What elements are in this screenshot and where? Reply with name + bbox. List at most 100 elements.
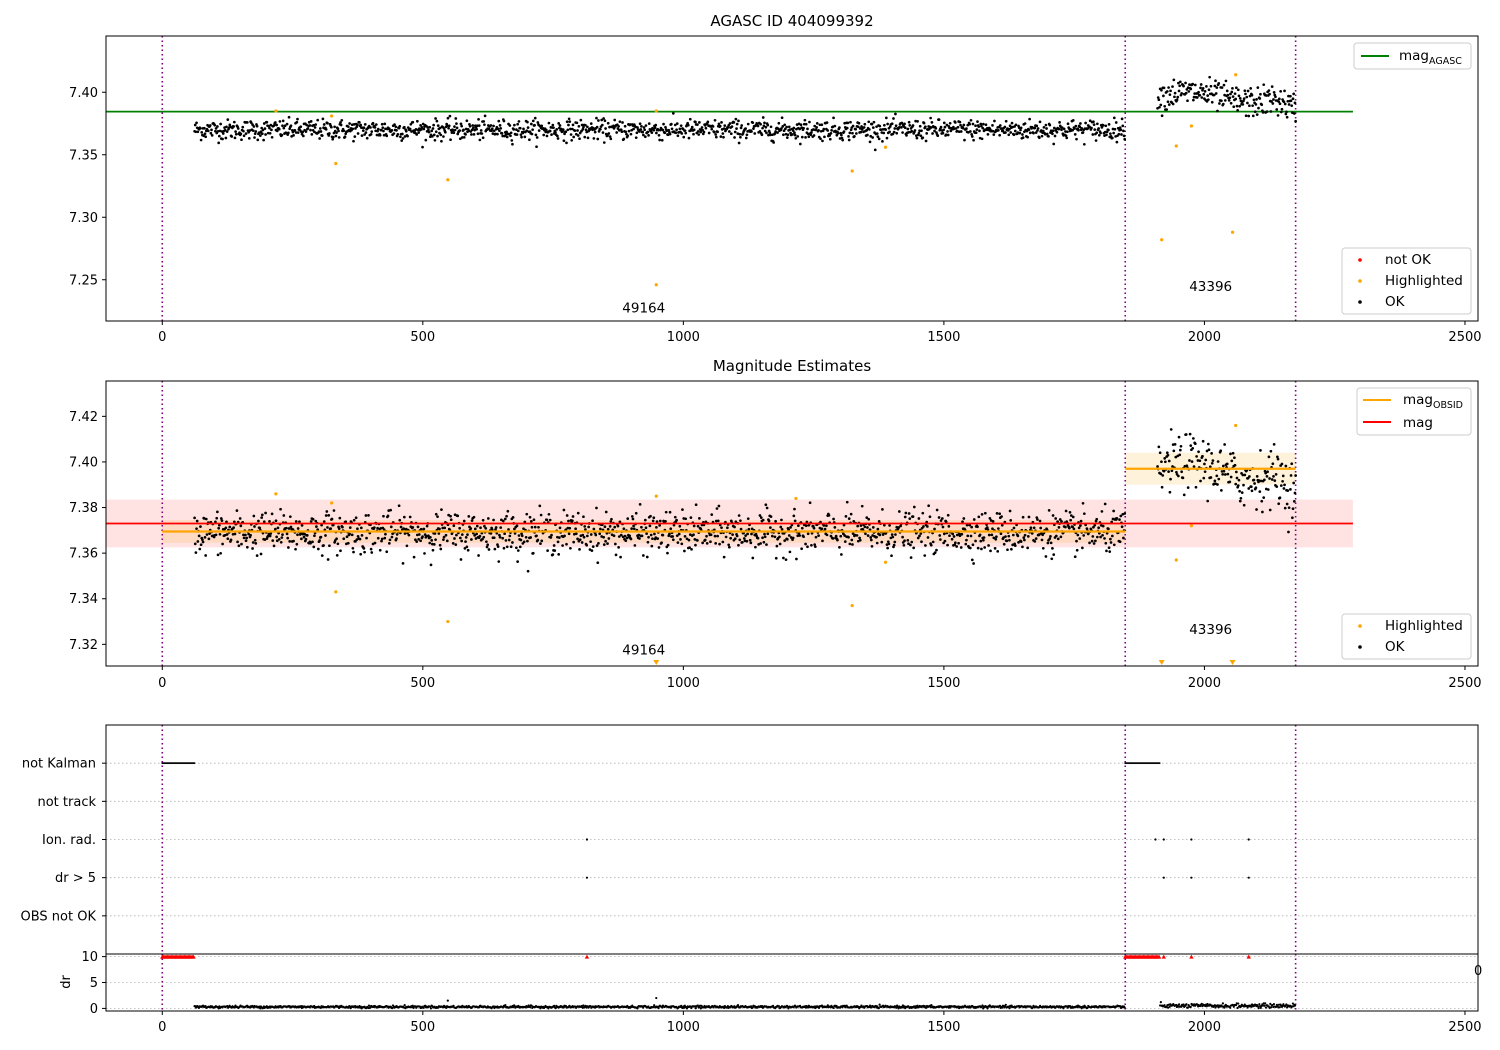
ok-point: [759, 122, 762, 126]
ok-point: [769, 133, 772, 137]
ok-point: [470, 538, 473, 541]
dr-point: [657, 1007, 660, 1010]
ok-point: [904, 511, 908, 515]
ok-point: [638, 130, 641, 133]
ok-point: [709, 533, 713, 537]
ok-point: [455, 126, 459, 130]
ok-point: [825, 533, 829, 537]
ok-point: [500, 518, 503, 522]
ok-point: [505, 130, 508, 134]
ok-point: [1245, 95, 1249, 99]
dr-point: [1234, 1004, 1238, 1007]
ok-point: [1094, 139, 1098, 142]
ok-point: [1073, 555, 1077, 559]
ok-point: [492, 518, 495, 522]
ok-point: [381, 126, 385, 130]
ok-point: [1115, 140, 1119, 144]
ok-point: [1204, 458, 1208, 462]
ok-point: [763, 532, 766, 536]
ok-point: [880, 540, 884, 544]
ok-point: [927, 504, 931, 508]
ok-point: [509, 131, 513, 135]
ok-point: [968, 546, 972, 550]
ok-point: [337, 136, 341, 139]
ok-point: [694, 120, 697, 124]
ok-point: [851, 131, 854, 135]
ok-point: [1054, 534, 1058, 538]
ok-point: [299, 125, 303, 129]
ok-point: [419, 124, 422, 127]
ok-point: [917, 131, 921, 135]
ok-point: [797, 531, 801, 535]
ok-point: [1012, 133, 1016, 137]
x-tick-label: 2500: [1448, 330, 1481, 345]
ok-point: [713, 130, 716, 134]
ok-point: [617, 124, 620, 128]
ok-point: [606, 542, 609, 546]
ok-point: [275, 129, 279, 133]
ok-point: [548, 129, 552, 133]
ok-point: [888, 125, 892, 128]
ok-point: [427, 130, 431, 134]
dr-point: [1272, 1002, 1276, 1006]
ok-point: [916, 120, 919, 123]
ok-point: [289, 124, 293, 128]
ok-point: [656, 537, 660, 540]
ok-point: [203, 535, 207, 539]
ok-point: [710, 127, 714, 131]
ok-point: [1268, 508, 1272, 512]
ok-point: [992, 536, 996, 540]
ok-point: [763, 121, 766, 125]
ok-point: [630, 527, 633, 530]
ok-point: [1281, 479, 1284, 483]
ok-point: [1038, 519, 1042, 523]
y-tick-label: 7.38: [69, 501, 98, 516]
ok-point: [655, 131, 658, 135]
ok-point: [673, 123, 677, 127]
ok-point: [929, 543, 933, 547]
ok-point: [596, 137, 600, 141]
dr-point: [1189, 1005, 1192, 1009]
ok-point: [991, 519, 995, 523]
ok-point: [1085, 527, 1089, 530]
ok-point: [411, 120, 415, 124]
ok-point: [894, 112, 897, 116]
ok-point: [1228, 96, 1232, 100]
ok-point: [847, 135, 850, 138]
ok-point: [1036, 127, 1040, 130]
ok-point: [1225, 462, 1229, 466]
ok-point: [589, 122, 593, 125]
ok-point: [555, 128, 559, 131]
ok-point: [416, 525, 420, 529]
ok-point: [1019, 540, 1023, 543]
ok-point: [1048, 537, 1052, 541]
ok-point: [565, 120, 569, 124]
y-tick-label: 7.25: [69, 273, 98, 288]
dr-point: [998, 1004, 1002, 1007]
ok-point: [571, 515, 575, 518]
x-tick-label: 0: [158, 676, 166, 691]
ok-point: [1176, 95, 1180, 99]
ok-point: [221, 542, 224, 546]
ok-point: [910, 129, 914, 133]
ok-point: [670, 127, 674, 131]
ok-point: [421, 145, 424, 149]
ok-point: [1251, 114, 1255, 118]
ok-point: [661, 128, 665, 132]
ok-point: [465, 545, 469, 549]
dr-point: [876, 1005, 879, 1008]
ok-point: [1205, 449, 1209, 453]
ok-point: [577, 124, 581, 128]
ok-point: [257, 519, 260, 523]
ok-point: [460, 533, 464, 536]
ok-point: [931, 540, 935, 544]
ok-point: [326, 558, 330, 561]
ok-point: [433, 532, 437, 535]
ok-point: [302, 535, 306, 539]
ok-point: [530, 525, 534, 529]
ok-point: [329, 527, 333, 530]
ok-point: [501, 536, 505, 540]
ok-point: [395, 537, 398, 540]
ok-point: [635, 131, 639, 135]
ok-point: [600, 123, 604, 127]
